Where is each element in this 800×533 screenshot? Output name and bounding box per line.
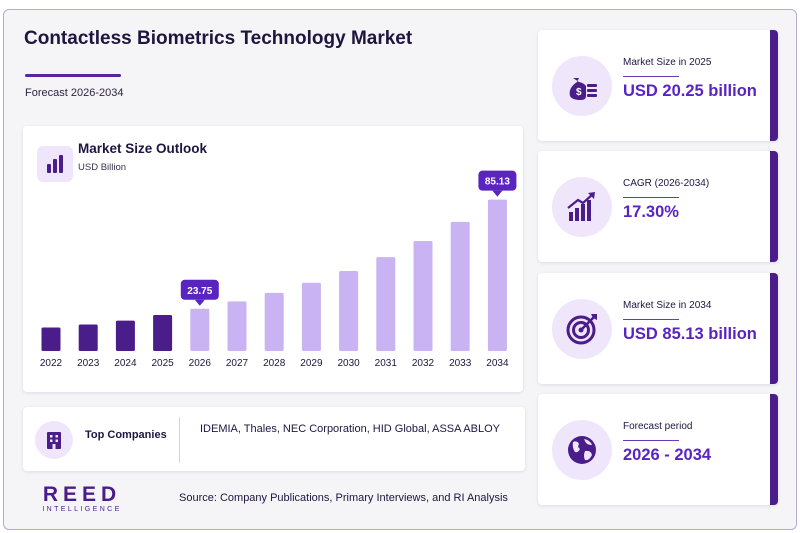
bar-2032	[413, 240, 433, 351]
money-bag-icon: $	[552, 56, 612, 116]
stat-card-market-2034: Market Size in 2034 USD 85.13 billion	[538, 273, 778, 384]
stat-card-cagr: CAGR (2026-2034) 17.30%	[538, 151, 778, 262]
callout-2034: 85.13	[478, 170, 517, 197]
title-underline	[25, 74, 121, 77]
x-tick-label: 2025	[151, 358, 174, 369]
stat-label: Market Size in 2034	[623, 300, 712, 311]
stat-card-market-2025: $ Market Size in 2025 USD 20.25 billion	[538, 30, 778, 141]
bar-2022	[41, 327, 61, 351]
stat-value: 2026 - 2034	[623, 446, 712, 464]
bar-2031	[376, 257, 396, 351]
bar-2030	[339, 271, 359, 351]
callout-2026: 23.75	[180, 279, 219, 306]
stat-rule	[623, 440, 679, 441]
stat-rule	[623, 319, 679, 320]
stat-value: USD 85.13 billion	[623, 325, 757, 343]
bar-chart: 2022 2023 2024 2025 2026 2027 2028 2029 2030 2031…	[40, 170, 517, 369]
x-tick-label: 2030	[337, 358, 360, 369]
source-note: Source: Company Publications, Primary In…	[179, 492, 508, 504]
companies-card: Top Companies IDEMIA, Thales, NEC Corpor…	[23, 407, 525, 471]
logo-tagline: INTELLIGENCE	[42, 506, 122, 513]
globe-icon	[552, 420, 612, 480]
chart-unit: USD Billion	[78, 162, 127, 173]
bar-2028	[264, 292, 284, 351]
bar-2024	[115, 320, 135, 351]
x-tick-label: 2028	[263, 358, 286, 369]
callout-label: 85.13	[485, 177, 510, 188]
bar-2033	[450, 221, 470, 351]
logo-wordmark: REED	[42, 483, 122, 506]
x-tick-label: 2029	[300, 358, 323, 369]
x-tick-label: 2022	[40, 358, 63, 369]
svg-text:$: $	[576, 87, 582, 98]
page-title: Contactless Biometrics Technology Market	[24, 28, 413, 49]
x-tick-label: 2024	[114, 358, 137, 369]
stat-value: USD 20.25 billion	[623, 82, 757, 100]
stat-label: Market Size in 2025	[623, 57, 712, 68]
stat-card-forecast-period: Forecast period 2026 - 2034	[538, 394, 778, 505]
x-tick-label: 2027	[226, 358, 249, 369]
bar-2026	[190, 308, 210, 351]
companies-label: Top Companies	[85, 429, 167, 441]
bar-2034	[487, 199, 507, 351]
stat-value: 17.30%	[623, 203, 679, 221]
page-subtitle: Forecast 2026-2034	[25, 87, 124, 99]
x-tick-label: 2026	[189, 358, 212, 369]
companies-list: IDEMIA, Thales, NEC Corporation, HID Glo…	[200, 423, 500, 435]
stat-label: Forecast period	[623, 421, 693, 432]
chart-title: Market Size Outlook	[78, 141, 208, 156]
stat-label: CAGR (2026-2034)	[623, 178, 710, 189]
chart-card: Market Size Outlook USD Billion 2022 2023…	[23, 126, 523, 392]
target-icon	[552, 299, 612, 359]
reed-intelligence-logo: REED INTELLIGENCE	[32, 484, 132, 513]
bar-2027	[227, 301, 247, 351]
bar-2029	[301, 282, 321, 351]
building-icon	[35, 421, 73, 459]
divider	[179, 417, 180, 463]
bar-chart-icon	[37, 146, 73, 182]
bar-2023	[78, 324, 98, 351]
callout-label: 23.75	[187, 286, 212, 297]
growth-chart-icon	[552, 177, 612, 237]
x-tick-label: 2031	[375, 358, 398, 369]
x-tick-label: 2034	[486, 358, 509, 369]
x-tick-label: 2032	[412, 358, 435, 369]
stat-rule	[623, 76, 679, 77]
stat-rule	[623, 197, 679, 198]
x-tick-label: 2023	[77, 358, 100, 369]
bar-2025	[153, 315, 173, 351]
x-tick-label: 2033	[449, 358, 472, 369]
